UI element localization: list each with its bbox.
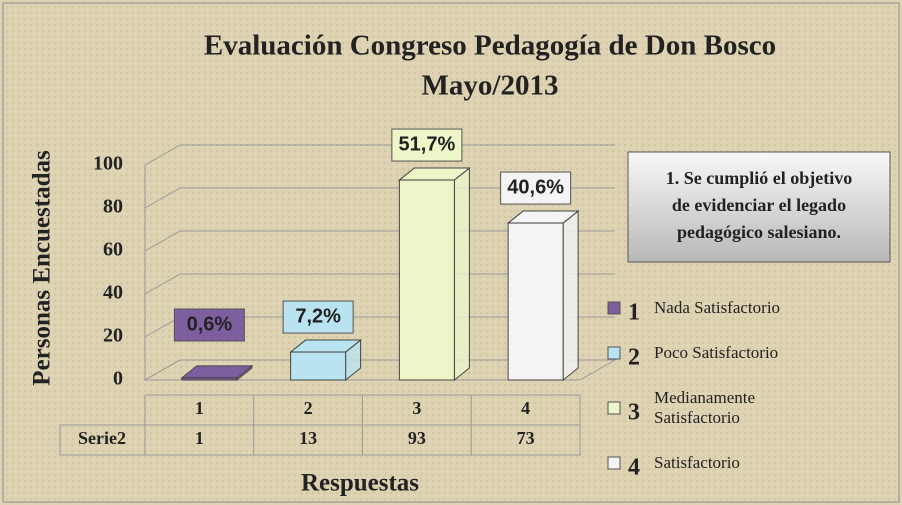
legend-label: Poco Satisfactorio [654,343,779,362]
bar [181,377,238,381]
legend-label: Medianamente Satisfactorio [654,388,756,427]
annotation-box [627,151,891,263]
legend-swatch [607,401,621,415]
legend-label: Nada Satisfactorio [654,298,781,317]
bar [507,222,564,381]
grid-line [144,187,615,209]
table-row-label: Serie2 [78,428,126,448]
x-tick-label: 4 [521,398,530,418]
value-label: 51,7% [399,133,456,155]
y-tick-label: 60 [103,239,123,261]
legend-swatch [607,456,621,470]
chart-title: Evaluación Congreso Pedagogía de Don Bos… [204,30,776,62]
legend-key: 4 [628,455,640,481]
annotation: pedagógico salesiano. [677,222,841,242]
x-tick-label: 2 [304,398,313,418]
x-tick-label: 1 [195,398,204,418]
grid-line [144,230,615,252]
value-label: 0,6% [187,313,233,335]
annotation: 1. Se cumplió el objetivo [666,168,853,188]
bar [398,179,455,381]
chart-subtitle: Mayo/2013 [422,70,559,102]
x-tick-label: 3 [412,398,421,418]
value-label-box [391,128,463,162]
table-value: 13 [299,428,317,448]
y-tick-label: 80 [103,196,123,218]
y-tick-label: 40 [103,282,123,304]
value-label-box [173,308,245,342]
y-tick-label: 0 [113,368,123,390]
grid-line [144,273,615,295]
grid-line [144,359,615,381]
y-tick-label: 100 [93,153,123,175]
grid-line [144,144,615,166]
table-value: 73 [517,428,535,448]
y-axis-label: Personas Encuestadas [29,150,56,386]
bar [290,351,347,381]
bar-side [453,167,470,382]
legend-label: Satisfactorio [654,453,740,472]
legend-key: 1 [628,300,640,326]
value-label-box [500,171,572,205]
legend-swatch [607,301,621,315]
annotation: de evidenciar el legado [672,195,846,215]
legend-key: 2 [628,345,640,371]
x-axis-label: Respuestas [301,470,419,497]
y-tick-label: 20 [103,325,123,347]
legend-key: 3 [628,400,640,426]
legend-swatch [607,346,621,360]
table-value: 1 [195,428,204,448]
value-label: 7,2% [295,305,341,327]
table-value: 93 [408,428,426,448]
bar-side [562,210,579,382]
value-label: 40,6% [507,176,564,198]
value-label-box [282,300,354,334]
